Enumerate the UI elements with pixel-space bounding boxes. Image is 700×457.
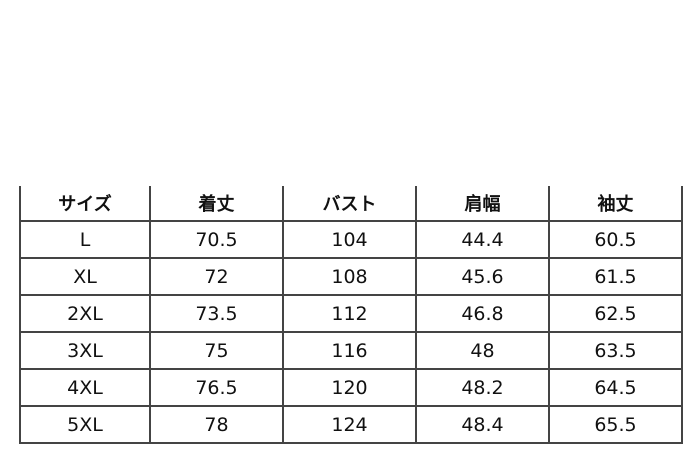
- cell-bust: 112: [282, 294, 417, 333]
- table-row: L 70.5 104 44.4 60.5: [19, 220, 683, 259]
- cell-size: L: [19, 220, 151, 259]
- cell-bust: 120: [282, 368, 417, 407]
- table-row: 4XL 76.5 120 48.2 64.5: [19, 368, 683, 407]
- header-shoulder: 肩幅: [415, 186, 550, 222]
- table-row: 3XL 75 116 48 63.5: [19, 331, 683, 370]
- cell-bust: 104: [282, 220, 417, 259]
- cell-sleeve: 61.5: [548, 257, 683, 296]
- cell-shoulder: 48: [415, 331, 550, 370]
- cell-length: 72: [149, 257, 284, 296]
- cell-sleeve: 60.5: [548, 220, 683, 259]
- cell-length: 70.5: [149, 220, 284, 259]
- cell-shoulder: 45.6: [415, 257, 550, 296]
- cell-shoulder: 44.4: [415, 220, 550, 259]
- cell-size: XL: [19, 257, 151, 296]
- cell-length: 75: [149, 331, 284, 370]
- cell-sleeve: 65.5: [548, 405, 683, 444]
- header-length: 着丈: [149, 186, 284, 222]
- table-row: XL 72 108 45.6 61.5: [19, 257, 683, 296]
- cell-bust: 108: [282, 257, 417, 296]
- cell-shoulder: 46.8: [415, 294, 550, 333]
- cell-bust: 116: [282, 331, 417, 370]
- cell-bust: 124: [282, 405, 417, 444]
- cell-size: 5XL: [19, 405, 151, 444]
- table-row: 5XL 78 124 48.4 65.5: [19, 405, 683, 444]
- cell-size: 3XL: [19, 331, 151, 370]
- cell-size: 4XL: [19, 368, 151, 407]
- cell-length: 76.5: [149, 368, 284, 407]
- cell-length: 78: [149, 405, 284, 444]
- cell-shoulder: 48.4: [415, 405, 550, 444]
- cell-sleeve: 64.5: [548, 368, 683, 407]
- header-sleeve: 袖丈: [548, 186, 683, 222]
- header-size: サイズ: [19, 186, 151, 222]
- size-table: サイズ 着丈 バスト 肩幅 袖丈 L 70.5 104 44.4 60.5 XL 72 108…: [19, 186, 683, 444]
- header-bust: バスト: [282, 186, 417, 222]
- cell-sleeve: 63.5: [548, 331, 683, 370]
- table-row: 2XL 73.5 112 46.8 62.5: [19, 294, 683, 333]
- cell-size: 2XL: [19, 294, 151, 333]
- cell-sleeve: 62.5: [548, 294, 683, 333]
- cell-shoulder: 48.2: [415, 368, 550, 407]
- header-row: サイズ 着丈 バスト 肩幅 袖丈: [19, 186, 683, 222]
- cell-length: 73.5: [149, 294, 284, 333]
